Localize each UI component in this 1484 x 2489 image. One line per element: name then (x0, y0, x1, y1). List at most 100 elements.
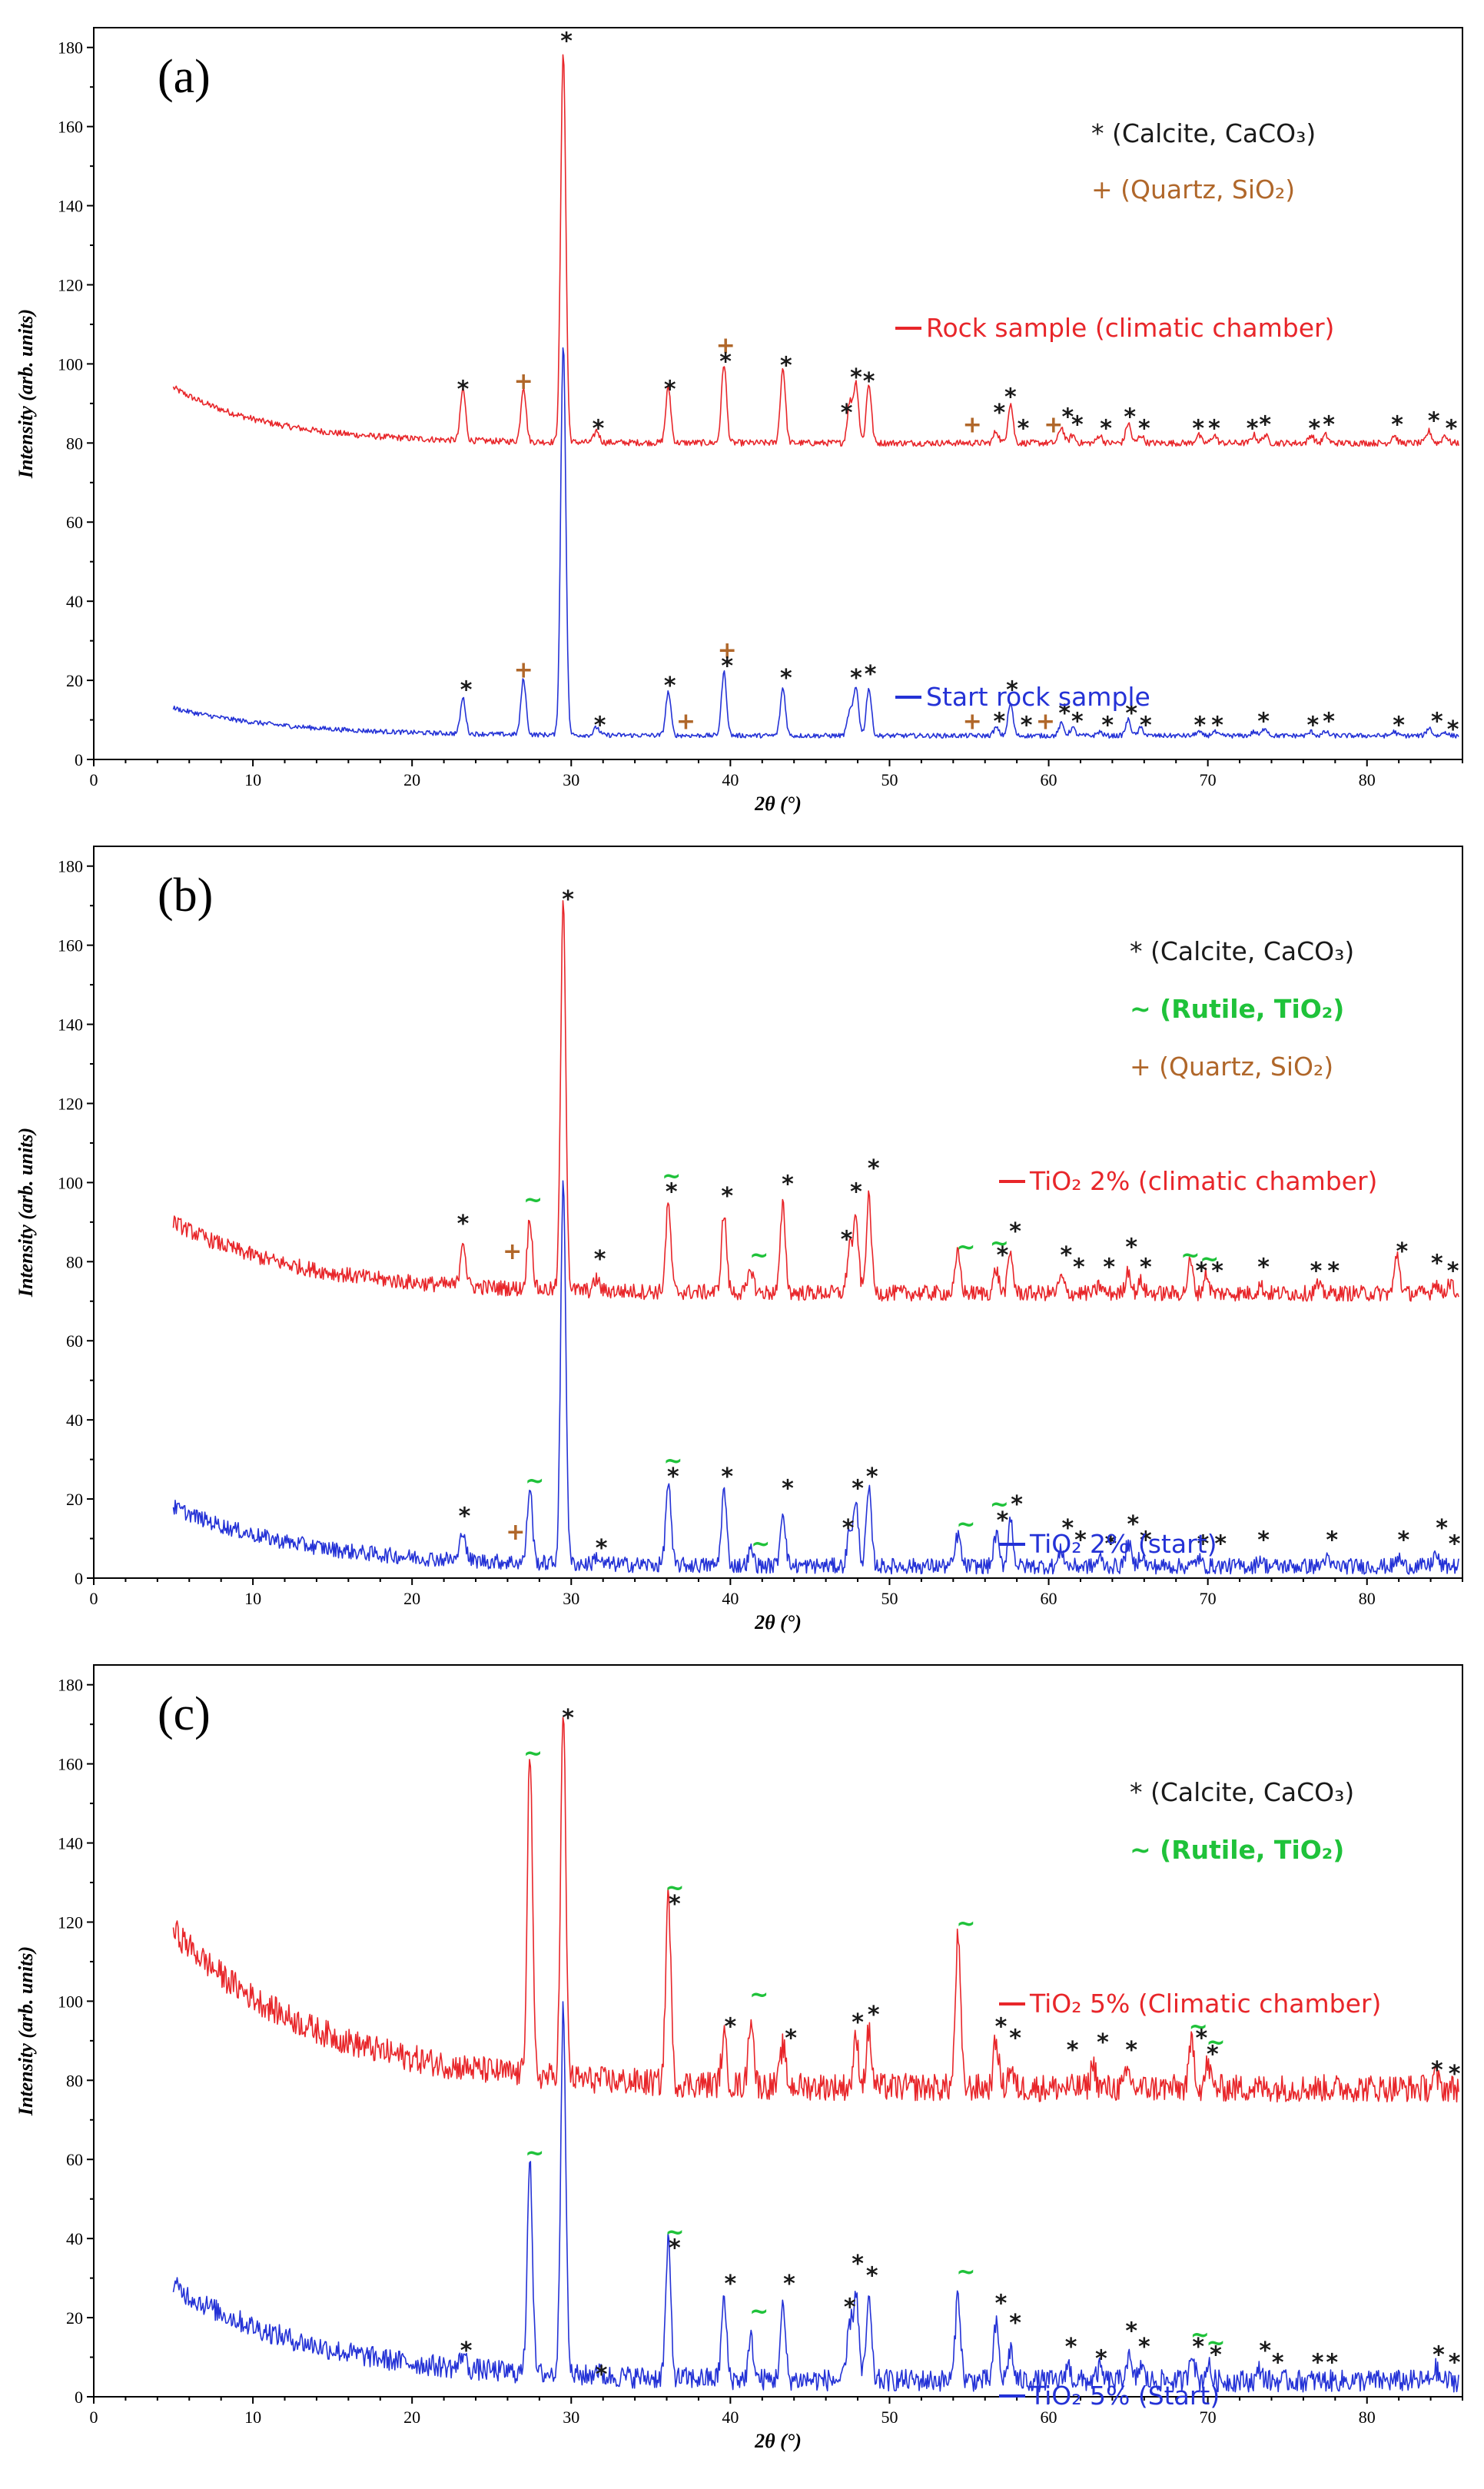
calcite-marker: * (1065, 2334, 1077, 2361)
calcite-marker: * (852, 2009, 864, 2036)
calcite-marker: * (1323, 709, 1335, 736)
calcite-marker: * (1257, 1254, 1270, 1281)
y-tick-label: 160 (58, 118, 83, 137)
calcite-marker: * (865, 661, 877, 688)
x-tick-label: 30 (563, 2408, 579, 2427)
rutile-marker: ~ (956, 1910, 975, 1937)
calcite-marker: * (1006, 676, 1018, 703)
calcite-marker: * (1196, 1258, 1208, 1285)
calcite-marker: * (1127, 1511, 1139, 1538)
calcite-marker: * (562, 1705, 574, 1732)
x-tick-label: 20 (403, 770, 420, 789)
calcite-marker: * (1125, 700, 1137, 727)
calcite-marker: * (457, 1211, 470, 1238)
x-tick-label: 80 (1359, 1589, 1376, 1608)
rutile-marker: ~ (1200, 1246, 1219, 1273)
x-tick-label: 70 (1200, 2408, 1217, 2427)
calcite-marker: * (995, 2013, 1008, 2040)
series-line-chamber (172, 54, 1459, 447)
legend-entry-quartz: + (Quartz, SiO₂) (1091, 174, 1295, 204)
panel-c: 0 10 20 30 40 50 60 70 80 0 20 40 60 80 100 120 140 160 18… (15, 1664, 1463, 2452)
calcite-marker: * (1309, 416, 1321, 443)
series-legend-label: Start rock sample (926, 682, 1150, 712)
calcite-marker: * (1431, 1250, 1443, 1277)
calcite-marker: * (1009, 1218, 1021, 1245)
x-tick-label: 20 (403, 1589, 420, 1608)
calcite-marker: * (725, 2013, 737, 2040)
x-tick-label: 80 (1359, 2408, 1376, 2427)
y-axis-title: Intensity (arb. units) (15, 1946, 37, 2116)
x-tick-label: 0 (90, 770, 98, 789)
rutile-marker: ~ (665, 2219, 684, 2246)
quartz-marker: + (718, 637, 737, 664)
rutile-marker: ~ (749, 2298, 769, 2325)
calcite-marker: * (725, 2271, 737, 2298)
y-tick-label: 120 (58, 1094, 83, 1113)
calcite-marker: * (1138, 2334, 1150, 2361)
calcite-marker: * (460, 2338, 473, 2364)
x-tick-label: 10 (244, 770, 261, 789)
panel-b: 0 10 20 30 40 50 60 70 80 0 20 40 60 80 100 120 140 160 18… (15, 846, 1463, 1633)
x-tick-label: 40 (722, 2408, 739, 2427)
y-tick-label: 40 (66, 1411, 83, 1430)
rutile-marker: ~ (749, 1242, 769, 1269)
calcite-marker: * (1196, 2025, 1208, 2052)
legend-entry-calcite: * (Calcite, CaCO₃) (1091, 118, 1316, 148)
calcite-marker: * (1214, 1531, 1227, 1558)
calcite-marker: * (1197, 1531, 1210, 1558)
series-line-start (172, 347, 1459, 739)
rutile-marker: ~ (956, 1235, 975, 1261)
x-tick-label: 60 (1041, 1589, 1057, 1608)
y-tick-label: 180 (58, 1676, 83, 1695)
y-tick-label: 120 (58, 1912, 83, 1932)
calcite-marker: * (841, 1226, 853, 1253)
calcite-marker: * (1306, 713, 1319, 739)
calcite-marker: * (1428, 407, 1440, 434)
calcite-marker: * (997, 1242, 1009, 1269)
calcite-marker: * (844, 2295, 856, 2321)
y-tick-label: 60 (66, 513, 83, 532)
series-legend-label: Rock sample (climatic chamber) (926, 313, 1334, 343)
quartz-marker: + (963, 412, 982, 439)
y-axis-title: Intensity (arb. units) (15, 309, 37, 479)
calcite-marker: * (1447, 716, 1459, 743)
y-tick-label: 20 (66, 2308, 83, 2328)
calcite-marker: * (1326, 1527, 1338, 1554)
y-tick-label: 100 (58, 1173, 83, 1192)
calcite-marker: * (1095, 2346, 1107, 2373)
panel-a: 0 10 20 30 40 50 60 70 80 0 20 40 60 80 100 120 140 160 18… (15, 27, 1463, 815)
series-legend-label: TiO₂ 2% (start) (1029, 1529, 1217, 1559)
calcite-marker: * (1140, 1527, 1152, 1554)
calcite-marker: * (994, 709, 1006, 736)
rutile-marker: ~ (1180, 1242, 1200, 1269)
calcite-marker: * (783, 2271, 795, 2298)
calcite-marker: * (1194, 713, 1206, 739)
calcite-marker: * (994, 400, 1006, 427)
calcite-marker: * (460, 676, 473, 703)
calcite-marker: * (850, 665, 862, 692)
quartz-marker: + (503, 1238, 522, 1265)
calcite-marker: * (1067, 2037, 1079, 2064)
calcite-marker: * (596, 2361, 608, 2388)
calcite-marker: * (868, 2002, 880, 2029)
calcite-marker: * (1058, 700, 1071, 727)
calcite-marker: * (1004, 384, 1017, 411)
calcite-marker: * (457, 376, 470, 403)
calcite-marker: * (1431, 2057, 1443, 2084)
calcite-marker: * (1140, 1254, 1152, 1281)
quartz-marker: + (514, 368, 533, 395)
calcite-marker: * (1446, 416, 1458, 443)
calcite-marker: * (1272, 2350, 1284, 2377)
y-tick-label: 80 (66, 434, 83, 453)
calcite-marker: * (997, 1507, 1009, 1534)
rutile-marker: ~ (523, 1740, 543, 1767)
calcite-marker: * (850, 364, 862, 391)
x-tick-label: 10 (244, 1589, 261, 1608)
calcite-marker: * (1073, 1254, 1085, 1281)
calcite-marker: * (596, 1535, 608, 1562)
calcite-marker: * (1125, 1235, 1137, 1261)
plot-frame (93, 1664, 1463, 2398)
rutile-marker: ~ (523, 1187, 543, 1214)
calcite-marker: * (995, 2290, 1008, 2317)
x-tick-label: 30 (563, 770, 579, 789)
